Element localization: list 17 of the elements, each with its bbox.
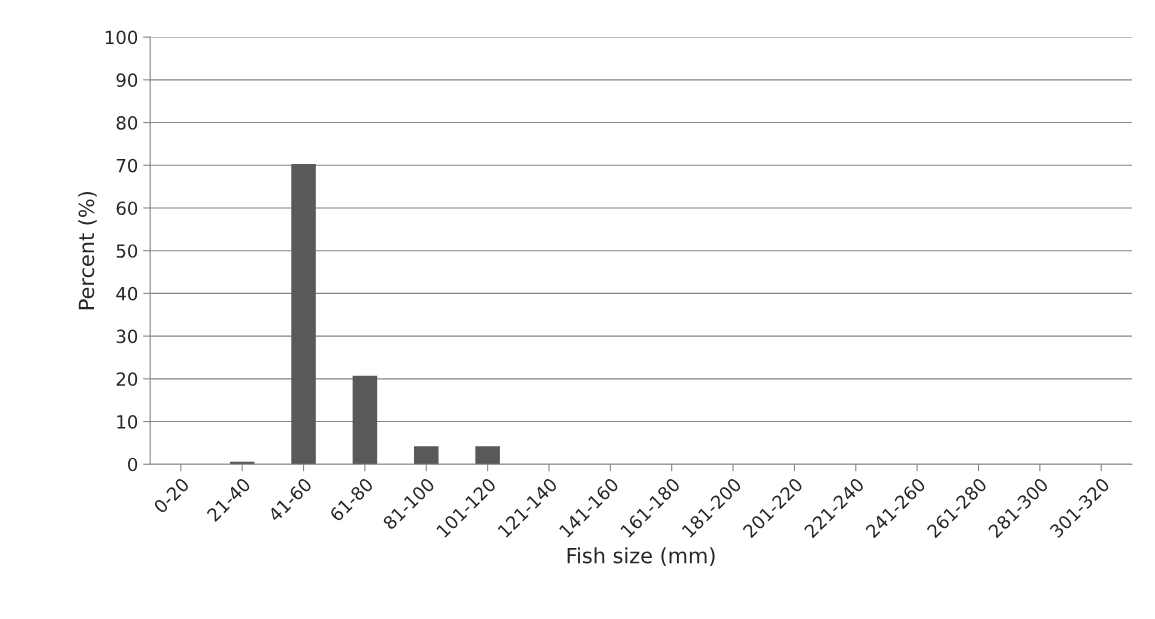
y-tick-label: 50 [116,244,138,258]
y-tick-label: 20 [116,372,138,386]
x-axis-title: Fish size (mm) [567,547,715,566]
y-tick-label: 90 [116,73,138,87]
y-tick-label: 30 [116,329,138,344]
bar [475,446,500,465]
y-tick-label: 100 [105,30,138,45]
bar [291,163,316,465]
y-tick-label: 70 [116,158,138,173]
y-tick-label: 10 [117,415,138,429]
bar [414,446,439,465]
bar [352,375,378,465]
y-axis-title: Percent (%) [78,191,97,310]
y-tick-label: 80 [116,116,138,130]
y-tick-label: 60 [116,201,138,216]
y-tick-label: 40 [116,286,138,301]
y-tick-label: 0 [128,457,138,472]
